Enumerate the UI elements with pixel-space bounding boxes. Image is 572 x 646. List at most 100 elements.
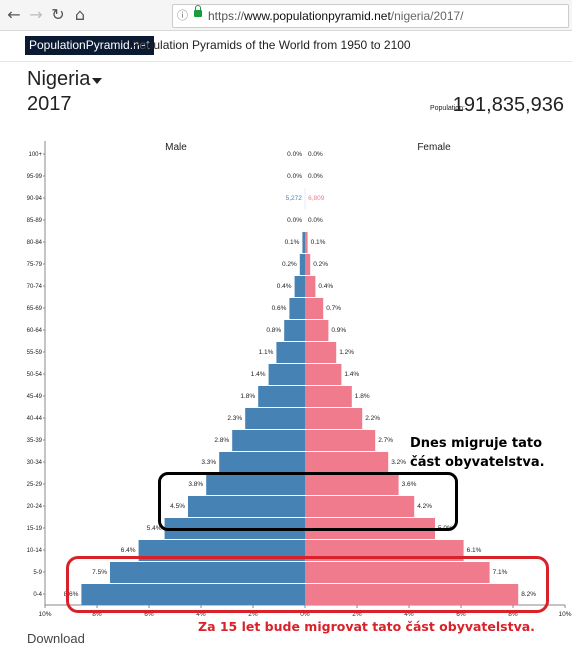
legend-male: Male — [165, 142, 187, 153]
caret-down-icon[interactable] — [92, 78, 102, 84]
age-label-0-4: 0-4 — [33, 592, 42, 598]
female-value-label-70-74: 0.4% — [318, 283, 333, 290]
country-selector[interactable]: Nigeria — [27, 68, 90, 91]
below-chart-text: Download — [27, 631, 85, 646]
female-value-label-45-49: 1.8% — [355, 393, 370, 400]
female-bar-55-59 — [305, 342, 336, 363]
female-bar-80-84 — [305, 232, 308, 253]
age-label-50-54: 50-54 — [27, 372, 43, 378]
female-value-label-30-34: 3.2% — [391, 459, 406, 466]
female-value-label-55-59: 1.2% — [339, 349, 354, 356]
age-label-60-64: 60-64 — [27, 328, 43, 334]
address-bar[interactable]: ⓘ https://www.populationpyramid.net/nige… — [172, 4, 569, 28]
male-bar-35-39 — [232, 430, 305, 451]
female-value-label-95-99: 0.0% — [308, 173, 323, 180]
age-label-25-29: 25-29 — [27, 482, 43, 488]
female-bar-60-64 — [305, 320, 328, 341]
male-value-label-75-79: 0.2% — [282, 261, 297, 268]
male-bar-45-49 — [258, 386, 305, 407]
age-label-10-14: 10-14 — [27, 548, 43, 554]
female-value-label-90-94: 6,809 — [308, 195, 325, 202]
female-value-label-60-64: 0.9% — [331, 327, 346, 334]
arrow-left-icon[interactable]: ← — [4, 5, 24, 25]
age-label-85-89: 85-89 — [27, 218, 43, 224]
male-value-label-35-39: 2.8% — [214, 437, 229, 444]
female-bar-70-74 — [305, 276, 315, 297]
x-tick-label-10: 10% — [558, 611, 571, 618]
male-bar-65-69 — [289, 298, 305, 319]
male-value-label-60-64: 0.8% — [266, 327, 281, 334]
male-bar-80-84 — [302, 232, 305, 253]
home-icon[interactable]: ⌂ — [70, 5, 90, 25]
female-bar-45-49 — [305, 386, 352, 407]
year-label[interactable]: 2017 — [27, 93, 72, 116]
age-label-15-19: 15-19 — [27, 526, 43, 532]
female-value-label-40-44: 2.2% — [365, 415, 380, 422]
male-bar-40-44 — [245, 408, 305, 429]
male-bar-55-59 — [276, 342, 305, 363]
info-icon[interactable]: ⓘ — [177, 5, 191, 27]
male-value-label-55-59: 1.1% — [259, 349, 274, 356]
x-tick-label-0: 10% — [38, 611, 51, 618]
reload-icon[interactable]: ↻ — [48, 5, 68, 25]
female-bar-50-54 — [305, 364, 341, 385]
male-value-label-45-49: 1.8% — [240, 393, 255, 400]
url-host: www.populationpyramid.net — [244, 9, 391, 23]
arrow-right-icon[interactable]: → — [26, 5, 46, 25]
age-label-20-24: 20-24 — [27, 504, 43, 510]
url-text[interactable]: https://www.populationpyramid.net/nigeri… — [208, 5, 464, 27]
age-label-70-74: 70-74 — [27, 284, 43, 290]
male-bar-60-64 — [284, 320, 305, 341]
female-value-label-85-89: 0.0% — [308, 217, 323, 224]
url-scheme: https:// — [208, 9, 244, 23]
age-label-80-84: 80-84 — [27, 240, 43, 246]
age-label-45-49: 45-49 — [27, 394, 43, 400]
population-value: 191,835,936 — [453, 94, 564, 117]
female-bar-30-34 — [305, 452, 388, 473]
age-label-5-9: 5-9 — [33, 570, 42, 576]
age-label-95-99: 95-99 — [27, 174, 43, 180]
future-migration-highlight — [66, 556, 549, 613]
lock-icon[interactable] — [194, 10, 202, 17]
site-header: PopulationPyramid.net Population Pyramid… — [0, 31, 572, 62]
age-label-30-34: 30-34 — [27, 460, 43, 466]
female-value-label-10-14: 6.1% — [467, 547, 482, 554]
male-value-label-95-99: 0.0% — [287, 173, 302, 180]
male-value-label-10-14: 6.4% — [121, 547, 136, 554]
female-value-label-75-79: 0.2% — [313, 261, 328, 268]
male-value-label-100+: 0.0% — [287, 151, 302, 158]
browser-toolbar: ← → ↻ ⌂ ⓘ https://www.populationpyramid.… — [0, 0, 572, 31]
female-bar-65-69 — [305, 298, 323, 319]
male-bar-30-34 — [219, 452, 305, 473]
female-value-label-35-39: 2.7% — [378, 437, 393, 444]
female-bar-75-79 — [305, 254, 310, 275]
url-path: /nigeria/2017/ — [391, 9, 464, 23]
current-migration-note: Dnes migruje tato část obyvatelstva. — [410, 434, 570, 472]
male-value-label-70-74: 0.4% — [277, 283, 292, 290]
male-value-label-80-84: 0.1% — [285, 239, 300, 246]
male-value-label-85-89: 0.0% — [287, 217, 302, 224]
female-value-label-100+: 0.0% — [308, 151, 323, 158]
female-value-label-80-84: 0.1% — [311, 239, 326, 246]
female-value-label-50-54: 1.4% — [344, 371, 359, 378]
male-bar-75-79 — [300, 254, 305, 275]
age-label-40-44: 40-44 — [27, 416, 43, 422]
female-bar-40-44 — [305, 408, 362, 429]
legend-female: Female — [417, 142, 451, 153]
site-tagline: Population Pyramids of the World from 19… — [132, 36, 411, 55]
age-label-55-59: 55-59 — [27, 350, 43, 356]
female-value-label-65-69: 0.7% — [326, 305, 341, 312]
future-migration-note: Za 15 let bude migrovat tato část obyvat… — [198, 619, 535, 634]
male-value-label-30-34: 3.3% — [201, 459, 216, 466]
male-value-label-40-44: 2.3% — [227, 415, 242, 422]
age-label-75-79: 75-79 — [27, 262, 43, 268]
age-label-65-69: 65-69 — [27, 306, 43, 312]
male-bar-70-74 — [295, 276, 305, 297]
male-bar-50-54 — [269, 364, 305, 385]
age-label-35-39: 35-39 — [27, 438, 43, 444]
female-bar-35-39 — [305, 430, 375, 451]
age-label-90-94: 90-94 — [27, 196, 43, 202]
male-value-label-90-94: 5,272 — [286, 195, 303, 202]
current-migration-highlight — [158, 472, 458, 531]
